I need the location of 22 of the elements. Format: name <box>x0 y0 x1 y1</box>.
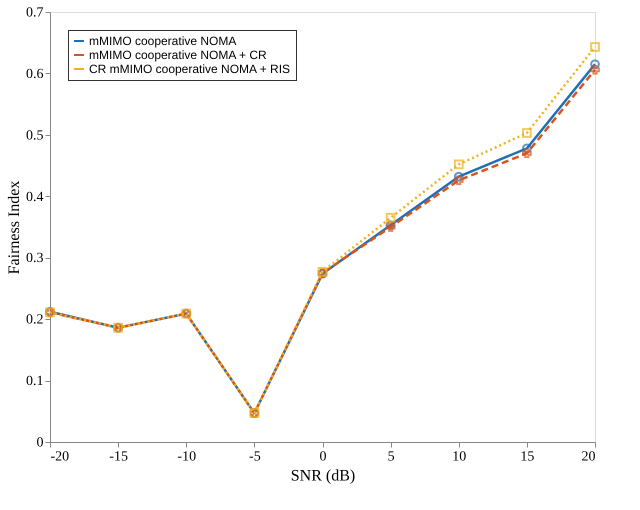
x-tick-label: 5 <box>388 450 395 464</box>
x-axis-title: SNR (dB) <box>290 468 356 484</box>
legend-label: mMIMO cooperative NOMA <box>89 34 236 48</box>
y-tick-label: 0 <box>36 436 44 450</box>
y-axis-title: Fairness Index <box>6 180 23 274</box>
y-tick-label: 0.5 <box>26 128 44 144</box>
x-tick-label: 0 <box>320 450 326 464</box>
y-tick-label: 0.6 <box>26 66 44 82</box>
x-tick-label: -10 <box>177 450 196 464</box>
y-tick-label: 0.2 <box>26 312 44 328</box>
y-tick-label: 0.4 <box>26 190 44 205</box>
legend-label: mMIMO cooperative NOMA + CR <box>89 48 268 62</box>
y-tick-label: 0.1 <box>26 374 44 390</box>
legend-label: CR mMIMO cooperative NOMA + RIS <box>89 62 290 76</box>
y-tick-label: 0.7 <box>26 6 44 20</box>
x-tick-label: -20 <box>50 450 70 464</box>
x-tick-label: 20 <box>582 450 596 464</box>
y-tick-label: 0.3 <box>26 251 44 266</box>
x-tick-label: 15 <box>520 450 534 464</box>
x-tick-label: -5 <box>249 450 261 464</box>
x-tick-label: 10 <box>452 450 466 464</box>
x-tick-label: -15 <box>109 450 128 464</box>
